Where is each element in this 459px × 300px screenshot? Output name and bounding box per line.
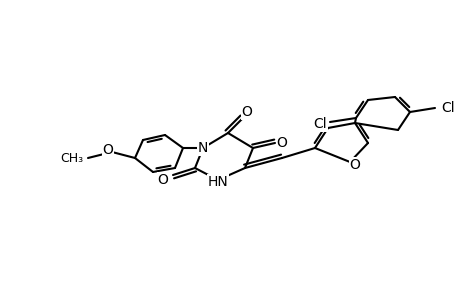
Text: CH₃: CH₃ [60,152,84,164]
Text: O: O [241,105,252,119]
Text: O: O [349,158,360,172]
Text: HN: HN [207,175,228,189]
Text: O: O [102,143,113,157]
Text: O: O [276,136,287,150]
Text: Cl: Cl [313,117,326,131]
Text: N: N [197,141,208,155]
Text: Cl: Cl [440,101,454,115]
Text: O: O [157,173,168,187]
